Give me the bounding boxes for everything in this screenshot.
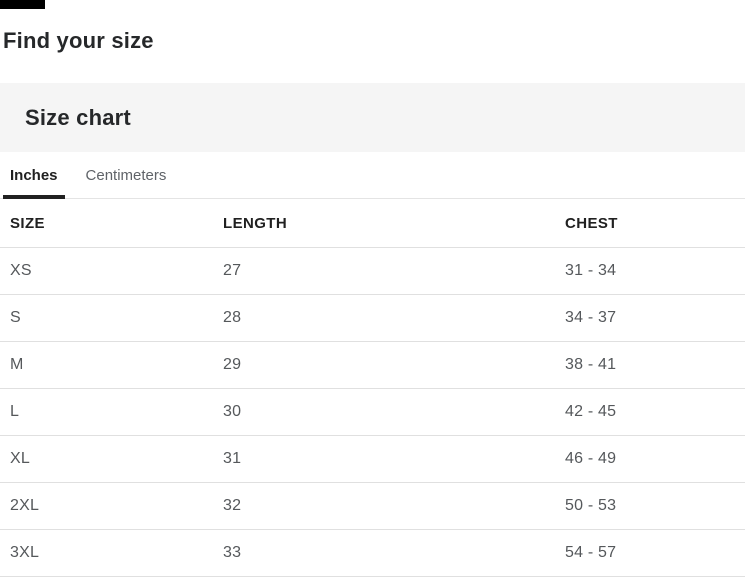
cell-length: 31 bbox=[213, 435, 555, 483]
cell-length: 33 bbox=[213, 529, 555, 577]
table-row: XL 31 46 - 49 bbox=[0, 435, 745, 483]
cell-length: 28 bbox=[213, 294, 555, 342]
cell-size: 3XL bbox=[0, 529, 213, 577]
table-row: XS 27 31 - 34 bbox=[0, 247, 745, 295]
table-row: 2XL 32 50 - 53 bbox=[0, 482, 745, 530]
cell-size: XS bbox=[0, 247, 213, 295]
cell-length: 29 bbox=[213, 341, 555, 389]
table-row: L 30 42 - 45 bbox=[0, 388, 745, 436]
cell-chest: 50 - 53 bbox=[555, 482, 745, 530]
cell-length: 32 bbox=[213, 482, 555, 530]
table-row: M 29 38 - 41 bbox=[0, 341, 745, 389]
cell-size: XL bbox=[0, 435, 213, 483]
unit-tabs: Inches Centimeters bbox=[0, 152, 745, 199]
page-title: Find your size bbox=[3, 28, 154, 53]
size-chart-header-panel: Size chart bbox=[0, 83, 745, 152]
tab-centimeters[interactable]: Centimeters bbox=[85, 166, 167, 184]
cell-length: 27 bbox=[213, 247, 555, 295]
cell-chest: 46 - 49 bbox=[555, 435, 745, 483]
size-table: SIZE LENGTH CHEST XS 27 31 - 34 S 28 34 - 37 M… bbox=[0, 199, 745, 577]
column-header-size: SIZE bbox=[0, 199, 213, 248]
size-chart-title: Size chart bbox=[25, 104, 131, 130]
cell-size: L bbox=[0, 388, 213, 436]
cell-length: 30 bbox=[213, 388, 555, 436]
cell-chest: 34 - 37 bbox=[555, 294, 745, 342]
table-row: S 28 34 - 37 bbox=[0, 294, 745, 342]
column-header-length: LENGTH bbox=[213, 199, 555, 248]
cell-size: M bbox=[0, 341, 213, 389]
cell-chest: 54 - 57 bbox=[555, 529, 745, 577]
column-header-chest: CHEST bbox=[555, 199, 745, 248]
tab-inches[interactable]: Inches bbox=[3, 152, 65, 199]
cell-chest: 31 - 34 bbox=[555, 247, 745, 295]
cell-size: 2XL bbox=[0, 482, 213, 530]
cell-chest: 38 - 41 bbox=[555, 341, 745, 389]
cell-size: S bbox=[0, 294, 213, 342]
table-header-row: SIZE LENGTH CHEST bbox=[0, 199, 745, 248]
cell-chest: 42 - 45 bbox=[555, 388, 745, 436]
table-row: 3XL 33 54 - 57 bbox=[0, 529, 745, 577]
top-partial-black-bar bbox=[0, 0, 45, 9]
